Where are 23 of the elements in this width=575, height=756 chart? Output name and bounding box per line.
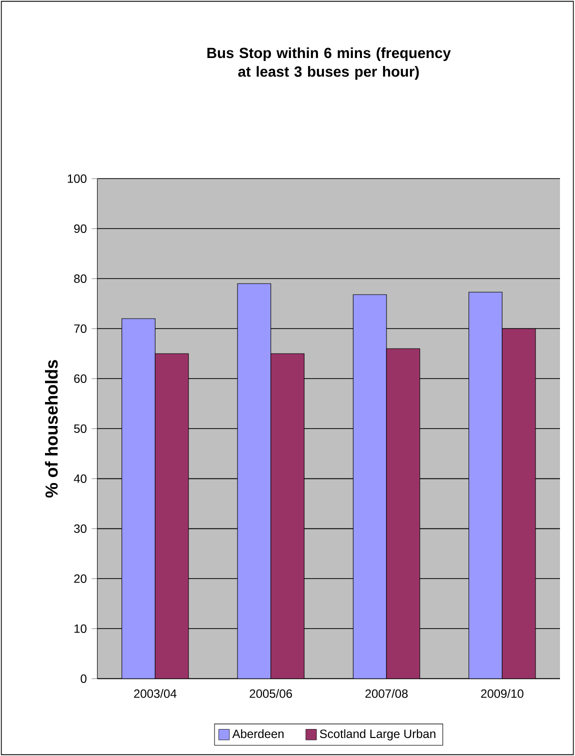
y-tick-label: 70 xyxy=(74,324,86,333)
x-tick-label: 2009/10 xyxy=(481,689,524,698)
y-tick-label: 0 xyxy=(80,674,86,683)
y-tick-label: 50 xyxy=(74,424,86,433)
bar xyxy=(468,292,502,679)
y-tick-label: 20 xyxy=(74,574,86,583)
y-tick-label: 30 xyxy=(74,524,86,533)
legend-label: Aberdeen xyxy=(232,729,284,738)
chart-title: Bus Stop within 6 mins (frequency at least 3 buses per hour) xyxy=(207,47,451,80)
y-axis-title: % of households xyxy=(45,360,58,498)
x-tick-label: 2003/04 xyxy=(134,689,176,698)
y-tick-label: 10 xyxy=(74,624,86,633)
y-tick-label: 80 xyxy=(74,274,86,283)
y-tick-label: 40 xyxy=(74,474,86,483)
x-tick-label: 2007/08 xyxy=(365,689,408,698)
bar xyxy=(353,294,386,679)
bar xyxy=(122,318,156,679)
y-tick-label: 60 xyxy=(74,374,86,383)
y-tick-label: 90 xyxy=(74,224,86,233)
legend-label: Scotland Large Urban xyxy=(320,729,436,740)
x-tick-label: 2005/06 xyxy=(250,689,292,698)
y-tick-label: 100 xyxy=(68,174,86,183)
bar xyxy=(238,284,271,679)
